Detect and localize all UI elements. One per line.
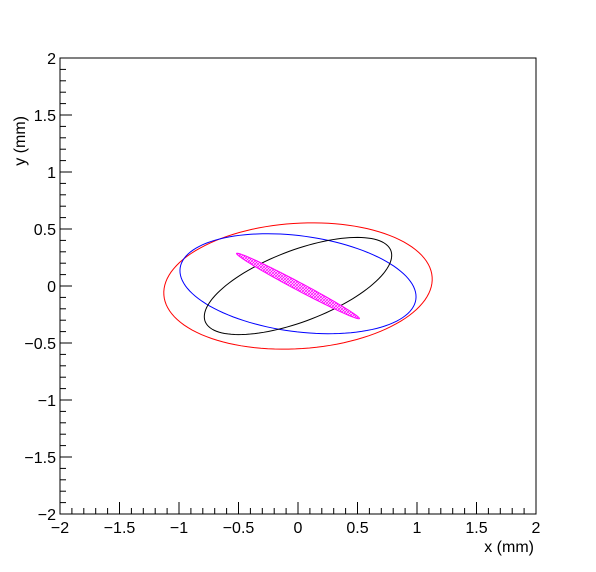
- x-tick-label: 0.5: [346, 520, 368, 537]
- x-tick-label: 0: [294, 520, 303, 537]
- y-tick-label: 1: [47, 165, 56, 182]
- ellipse: [236, 252, 360, 320]
- x-tick-label: −0.5: [223, 520, 255, 537]
- x-axis-title: x (mm): [484, 539, 534, 556]
- y-tick-label: −1.5: [24, 450, 56, 467]
- x-tick-label: 1.5: [465, 520, 487, 537]
- y-axis-title: y (mm): [12, 116, 29, 166]
- y-tick-label: 1.5: [34, 108, 56, 125]
- ellipse: [179, 233, 417, 335]
- y-tick-label: 0: [47, 279, 56, 296]
- x-tick-label: 2: [532, 520, 541, 537]
- ellipse: [203, 236, 393, 336]
- ellipse: [163, 222, 433, 350]
- x-tick-label: −1: [170, 520, 188, 537]
- y-tick-label: −2: [38, 507, 56, 524]
- y-tick-label: 2: [47, 51, 56, 68]
- x-tick-label: −2: [51, 520, 69, 537]
- x-tick-label: −1.5: [104, 520, 136, 537]
- y-tick-label: −1: [38, 393, 56, 410]
- y-tick-label: 0.5: [34, 222, 56, 239]
- y-tick-label: −0.5: [24, 336, 56, 353]
- x-tick-label: 1: [413, 520, 422, 537]
